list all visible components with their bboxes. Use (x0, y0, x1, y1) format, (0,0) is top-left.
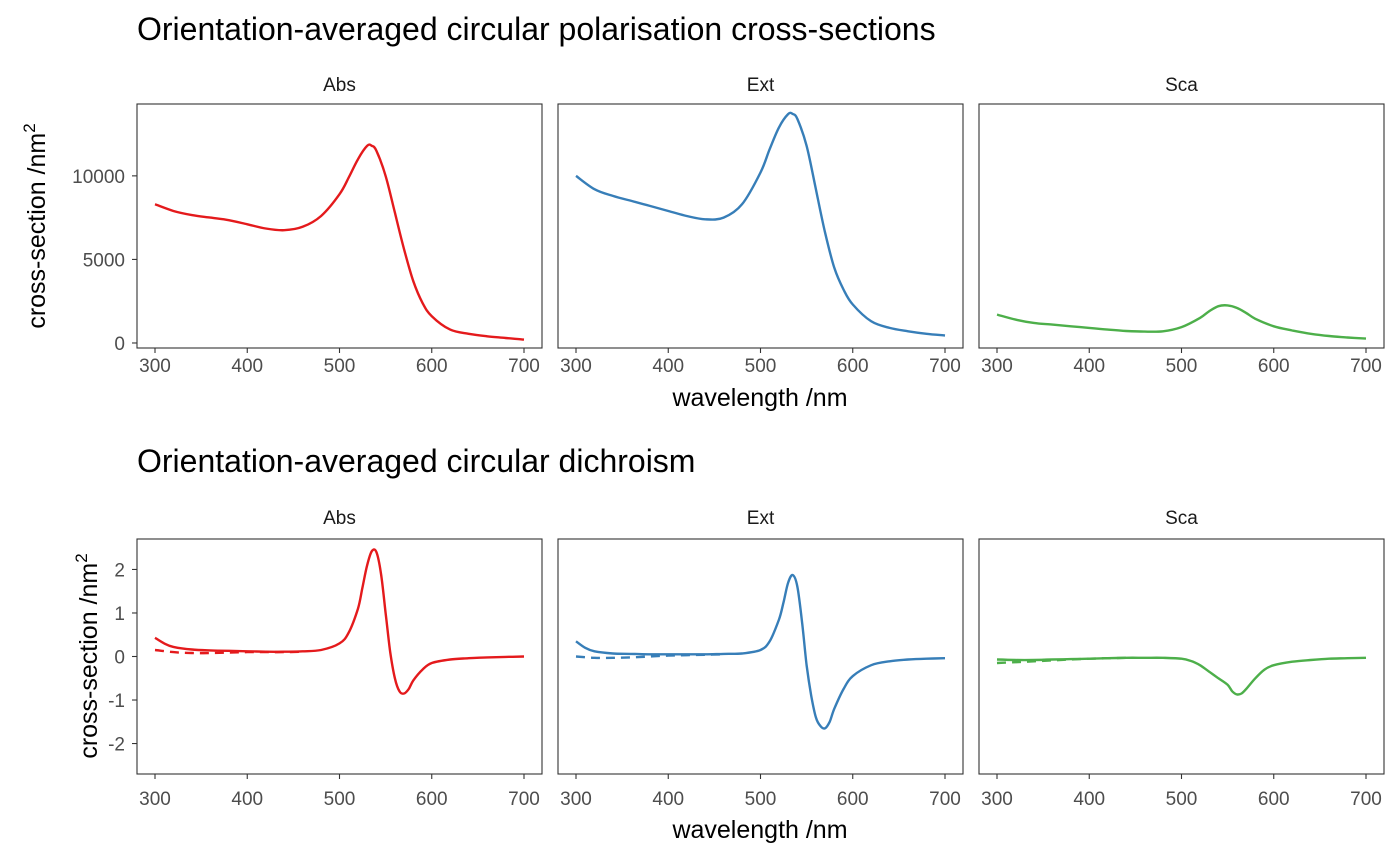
series-line-abs-solid (154, 143, 525, 341)
facet-label-ext: Ext (747, 508, 775, 529)
x-tick-label: 600 (416, 789, 448, 810)
facet-label-ext: Ext (747, 75, 775, 96)
x-tick-label: 400 (652, 356, 684, 377)
x-tick-label: 500 (745, 356, 777, 377)
chart-title-0: Orientation-averaged circular polarisati… (137, 11, 936, 47)
x-tick-label: 300 (981, 789, 1013, 810)
y-axis-title-text: cross-section /nm (23, 133, 51, 329)
panel-frame-ext (557, 538, 964, 775)
x-tick-label: 400 (652, 789, 684, 810)
x-tick-label: 700 (508, 789, 540, 810)
x-tick-label: 600 (1258, 356, 1290, 377)
x-tick-label: 400 (231, 789, 263, 810)
series-line-ext-solid (575, 111, 946, 337)
x-tick-label: 700 (508, 356, 540, 377)
facet-label-sca: Sca (1165, 75, 1198, 96)
x-tick-label: 500 (324, 356, 356, 377)
y-axis-title-superscript: 2 (20, 123, 39, 132)
y-tick-label: -2 (108, 735, 125, 756)
x-tick-label: 600 (837, 356, 869, 377)
x-tick-label: 700 (1350, 356, 1382, 377)
x-tick-label: 500 (745, 789, 777, 810)
y-tick-label: 5000 (83, 250, 125, 271)
facet-label-abs: Abs (323, 508, 356, 529)
series-line-ext-solid (575, 573, 946, 730)
x-tick-label: 300 (139, 356, 171, 377)
panel-frame-abs (136, 103, 543, 349)
series-line-abs-dashed (154, 648, 303, 655)
y-axis-title-0: cross-section /nm2 (20, 123, 51, 328)
series-line-sca-dashed (996, 656, 1127, 665)
y-axis-title-superscript: 2 (72, 553, 91, 562)
x-tick-label: 500 (1166, 356, 1198, 377)
y-tick-label: 0 (114, 648, 125, 669)
x-tick-label: 700 (929, 789, 961, 810)
x-tick-label: 400 (1073, 356, 1105, 377)
series-line-abs-solid (154, 548, 525, 695)
panel-frame-abs (136, 538, 543, 775)
x-tick-label: 300 (139, 789, 171, 810)
x-tick-label: 300 (560, 356, 592, 377)
y-axis-title-text: cross-section /nm (75, 563, 103, 759)
x-tick-label: 600 (837, 789, 869, 810)
y-tick-label: 1 (114, 604, 125, 625)
x-tick-label: 500 (1166, 789, 1198, 810)
y-tick-label: 2 (114, 560, 125, 581)
panel-frame-sca (978, 538, 1385, 775)
series-line-ext-dashed (575, 653, 724, 660)
x-axis-title-0: wavelength /nm (671, 384, 847, 412)
x-tick-label: 500 (324, 789, 356, 810)
x-tick-label: 400 (1073, 789, 1105, 810)
x-tick-label: 400 (231, 356, 263, 377)
x-tick-label: 700 (929, 356, 961, 377)
chart-title-1: Orientation-averaged circular dichroism (137, 443, 695, 479)
x-tick-label: 600 (1258, 789, 1290, 810)
y-tick-label: 10000 (72, 167, 125, 188)
y-axis-title-1: cross-section /nm2 (72, 553, 103, 758)
x-axis-title-1: wavelength /nm (671, 816, 847, 844)
facet-label-sca: Sca (1165, 508, 1198, 529)
panel-frame-ext (557, 103, 964, 349)
y-tick-label: -1 (108, 691, 125, 712)
x-tick-label: 700 (1350, 789, 1382, 810)
x-tick-label: 300 (981, 356, 1013, 377)
facet-label-abs: Abs (323, 75, 356, 96)
panel-frame-sca (978, 103, 1385, 349)
y-tick-label: 0 (114, 334, 125, 355)
x-tick-label: 300 (560, 789, 592, 810)
series-line-sca-solid (996, 304, 1367, 340)
x-tick-label: 600 (416, 356, 448, 377)
